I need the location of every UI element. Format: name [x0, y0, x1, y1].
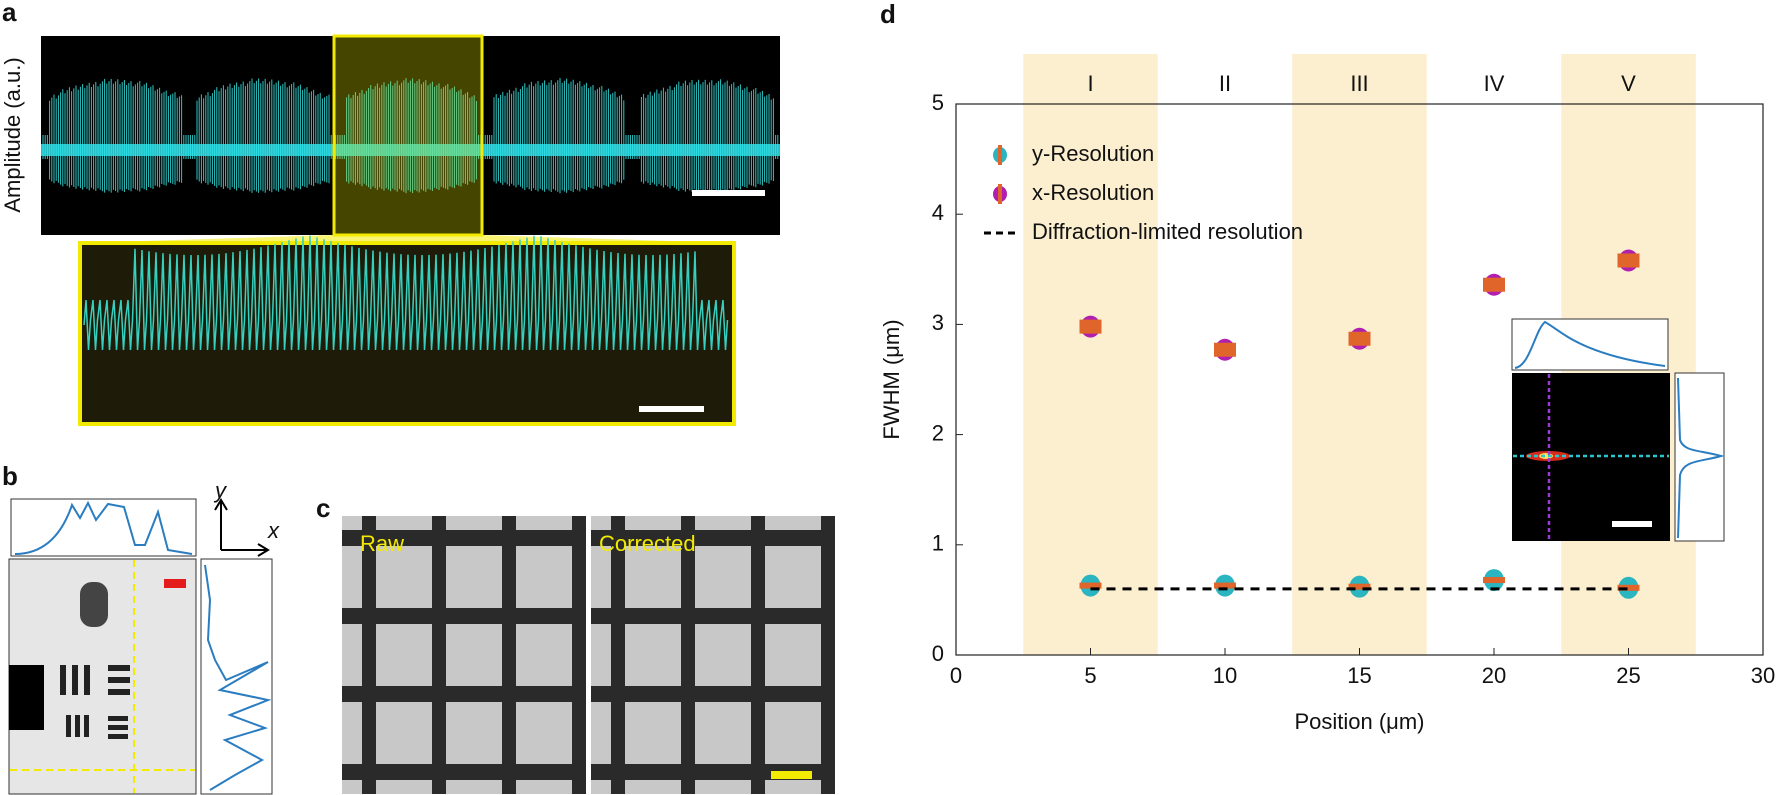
highlight: [332, 34, 484, 237]
zoom-waveform: [83, 235, 729, 351]
grid-col: [432, 516, 446, 794]
region-label: III: [1350, 71, 1368, 96]
region-label: II: [1219, 71, 1231, 96]
panel-label: b: [2, 461, 18, 491]
wave-core: [41, 144, 780, 156]
legend-swatch: [998, 184, 1002, 204]
scale-bar: [639, 406, 704, 412]
region-label: IV: [1484, 71, 1505, 96]
region-label: V: [1621, 71, 1636, 96]
x-tick-label: 25: [1616, 663, 1640, 688]
target-bar: [9, 665, 44, 730]
y-tick-label: 4: [932, 200, 944, 225]
target-bars: [60, 582, 130, 739]
error-marker: [1348, 331, 1371, 346]
error-marker: [1214, 342, 1236, 357]
band: [1292, 54, 1427, 655]
grid-row: [342, 686, 586, 702]
grid-col: [572, 516, 586, 794]
y-tick-label: 2: [932, 420, 944, 445]
error-marker: [1214, 582, 1236, 589]
grid-col: [502, 516, 516, 794]
profile: [204, 564, 272, 791]
y-tick-label: 5: [932, 90, 944, 115]
axes-arrows: [214, 498, 270, 557]
inset-curve: [1514, 320, 1666, 369]
scale-bar: [692, 190, 765, 196]
panel-label: d: [880, 0, 896, 29]
x-axis-label: Position (μm): [1294, 709, 1424, 734]
panel-label: c: [316, 493, 330, 523]
error-marker: [1483, 277, 1505, 292]
grid-bg: [591, 516, 831, 794]
axis-label: Amplitude (a.u.): [0, 57, 25, 212]
x-tick-label: 0: [950, 663, 962, 688]
x-tick-label: 5: [1084, 663, 1096, 688]
error-marker: [1079, 319, 1102, 334]
error-marker: [1617, 253, 1640, 268]
error-marker: [1617, 584, 1640, 591]
profile: [14, 500, 193, 555]
legend-swatch: [998, 145, 1002, 165]
panel-label: a: [2, 0, 17, 27]
inset-profile: [1674, 372, 1725, 542]
zoom-line: [83, 235, 729, 351]
x-tick-label: 15: [1347, 663, 1371, 688]
scale-bar: [164, 579, 186, 588]
grid-col: [751, 516, 765, 794]
inset-curve: [1677, 377, 1725, 539]
grid-row: [591, 530, 831, 546]
x-tick-label: 30: [1751, 663, 1775, 688]
grid-row: [342, 764, 586, 780]
image-label: Raw: [360, 531, 404, 556]
axis-label: y: [213, 478, 228, 503]
waveform: [41, 78, 780, 194]
band: [1023, 54, 1158, 655]
grid-col: [821, 516, 835, 794]
grid-images: [342, 516, 835, 794]
error-marker: [1348, 583, 1371, 590]
region-label: I: [1087, 71, 1093, 96]
legend-label: x-Resolution: [1032, 180, 1154, 205]
x-tick-label: 10: [1213, 663, 1237, 688]
scale-bar: [771, 771, 812, 779]
y-tick-label: 1: [932, 531, 944, 556]
image-label: Corrected: [599, 531, 696, 556]
error-marker: [1079, 582, 1102, 589]
error-marker: [1483, 577, 1505, 584]
y-tick-label: 0: [932, 641, 944, 666]
y-axis-label: FWHM (μm): [879, 319, 904, 439]
grid-col: [362, 516, 376, 794]
grid-row: [591, 608, 831, 624]
grid-bg: [342, 516, 586, 794]
scale-bar: [1612, 521, 1652, 527]
x-tick-label: 20: [1482, 663, 1506, 688]
grid-row: [342, 608, 586, 624]
grid-col: [681, 516, 695, 794]
y-tick-label: 3: [932, 310, 944, 335]
grid-col: [611, 516, 625, 794]
legend-label: y-Resolution: [1032, 141, 1154, 166]
grid-row: [591, 686, 831, 702]
legend-label: Diffraction-limited resolution: [1032, 219, 1303, 244]
grid-row: [342, 530, 586, 546]
axis-label: x: [267, 518, 280, 543]
